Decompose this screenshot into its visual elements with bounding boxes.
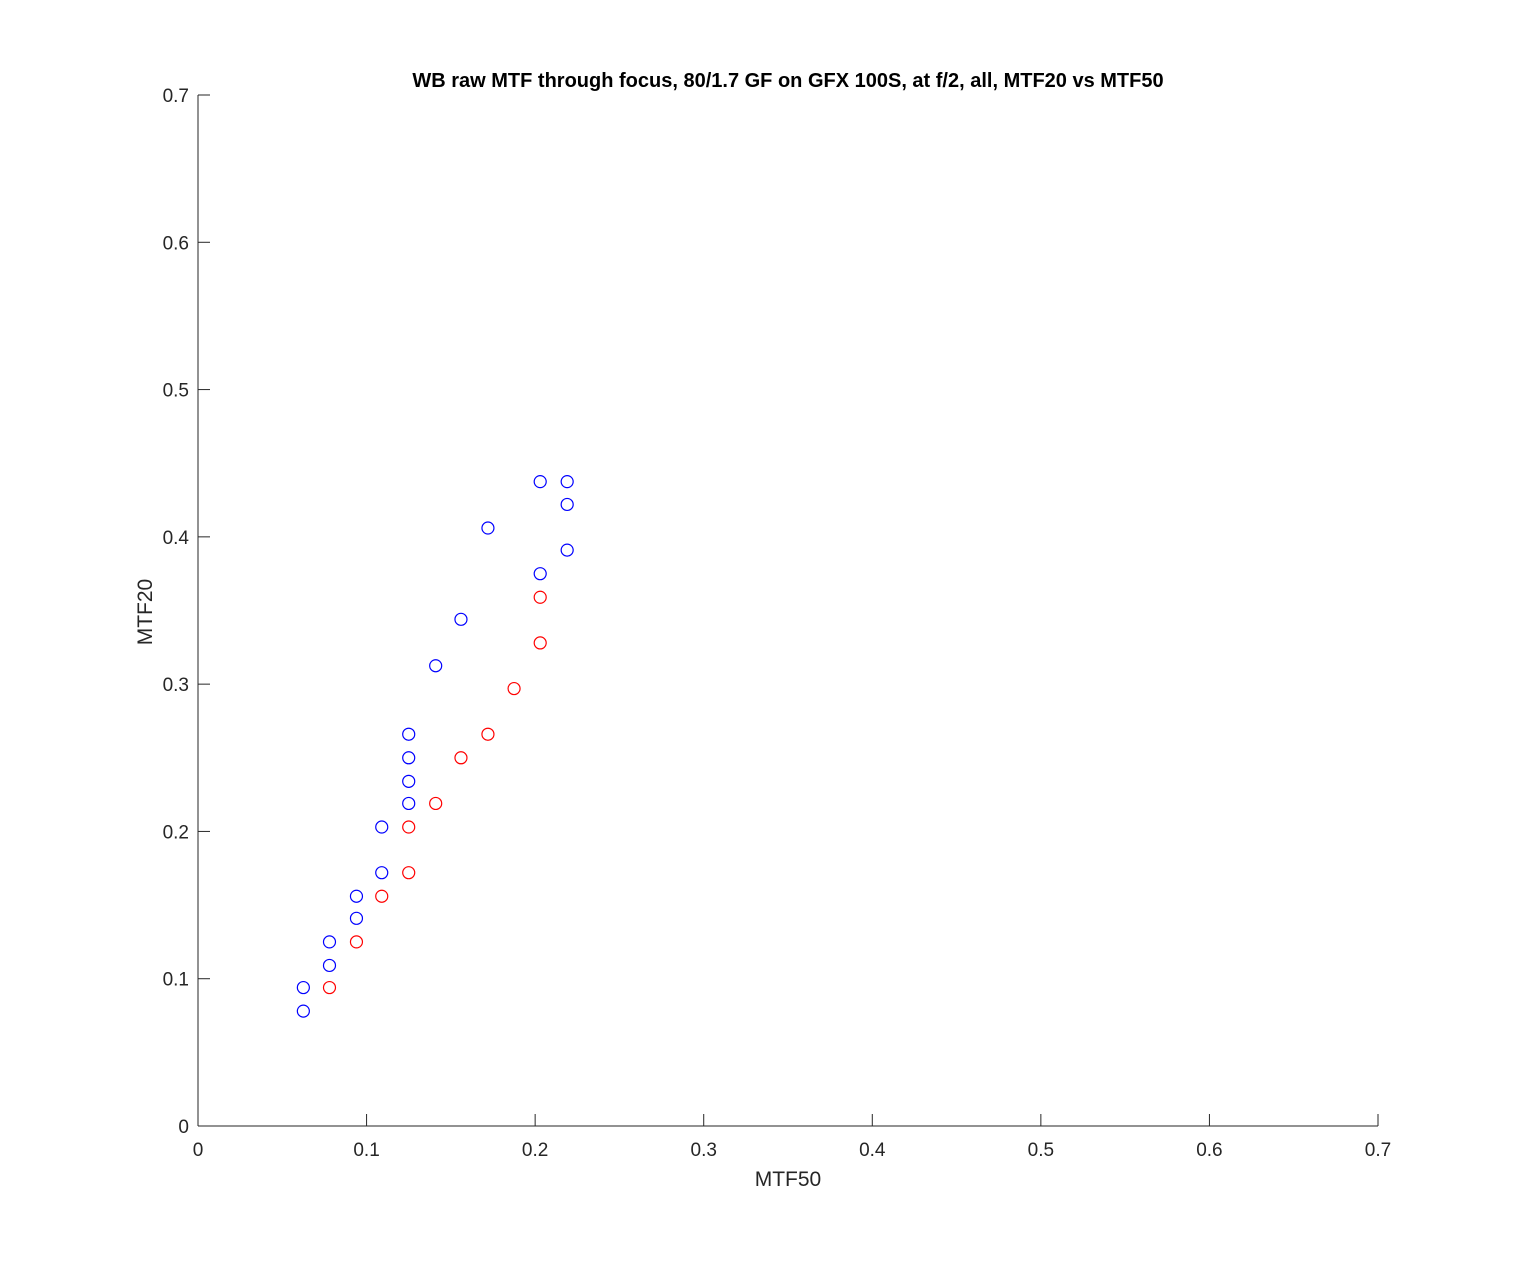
chart-title: WB raw MTF through focus, 80/1.7 GF on G… (412, 70, 1163, 92)
data-point (322, 935, 337, 949)
x-axis-label: MTF50 (755, 1168, 822, 1191)
data-point (349, 935, 364, 949)
data-point (507, 681, 521, 696)
x-tick-label: 0 (193, 1140, 204, 1161)
data-point (560, 475, 574, 489)
y-tick-label: 0.1 (163, 970, 189, 991)
y-tick-label: 0.5 (163, 381, 189, 402)
x-tick-label: 0.6 (1196, 1140, 1222, 1161)
series-1 (296, 475, 574, 1018)
plot-axes (197, 95, 1378, 1127)
data-point (429, 796, 443, 811)
data-point (296, 980, 310, 995)
y-axis-label: MTF20 (134, 579, 157, 646)
data-point (402, 820, 416, 834)
data-point (402, 751, 416, 765)
y-tick-label: 0.6 (163, 233, 189, 254)
data-point (454, 751, 468, 765)
data-point (402, 727, 416, 741)
x-tick-label: 0.2 (522, 1140, 548, 1161)
data-point (402, 774, 416, 788)
y-tick-label: 0.2 (163, 822, 189, 843)
data-point (402, 866, 416, 880)
y-axis-ticks: 0 0.1 0.2 0.3 0.4 0.5 0.6 0.7 (163, 86, 210, 1138)
data-point (429, 659, 443, 673)
y-tick-label: 0.7 (163, 86, 189, 107)
x-tick-label: 0.7 (1365, 1140, 1391, 1161)
data-point (322, 980, 337, 995)
data-point (375, 820, 389, 834)
data-point (533, 590, 547, 604)
y-tick-label: 0.3 (163, 675, 189, 696)
y-tick-label: 0 (178, 1117, 189, 1138)
data-point (402, 796, 416, 811)
data-point (533, 567, 547, 581)
y-tick-label: 0.4 (163, 528, 190, 549)
x-axis-ticks: 0 0.1 0.2 0.3 0.4 0.5 0.6 0.7 (193, 1114, 1391, 1161)
x-tick-label: 0.1 (353, 1140, 379, 1161)
series-2 (322, 590, 547, 995)
data-point (560, 543, 574, 557)
data-point (481, 521, 495, 535)
data-point (560, 497, 574, 512)
data-points (296, 475, 574, 1018)
x-tick-label: 0.4 (859, 1140, 886, 1161)
data-point (296, 1004, 310, 1018)
data-point (349, 911, 364, 925)
data-point (349, 889, 364, 903)
data-point (454, 612, 468, 626)
x-tick-label: 0.3 (691, 1140, 717, 1161)
data-point (481, 727, 495, 741)
data-point (533, 636, 547, 650)
data-point (533, 475, 547, 489)
data-point (322, 958, 337, 973)
data-point (375, 889, 389, 903)
data-point (375, 866, 389, 880)
x-tick-label: 0.5 (1028, 1140, 1054, 1161)
